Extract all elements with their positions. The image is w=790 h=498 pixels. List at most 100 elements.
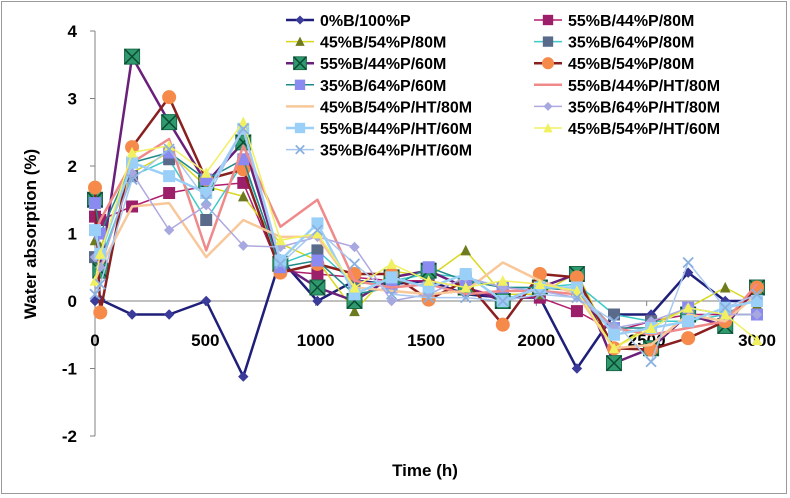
data-point [385,288,398,300]
data-point [645,322,657,333]
data-point [681,331,696,346]
data-point [311,224,324,236]
legend-marker [295,144,305,155]
legend-marker [295,15,305,25]
series-layer [86,48,766,382]
x-tick-label: 0 [90,331,99,350]
y-tick-label: 1 [68,225,77,244]
y-tick-label: -2 [62,427,77,446]
data-point [571,363,583,374]
data-point [460,281,472,293]
data-point [645,356,657,368]
data-point [237,123,249,135]
series-line [94,128,758,363]
legend-label: 55%B/44%P/60M [320,56,446,73]
series-line [94,121,758,350]
axes: -2-101234050010001500200025003000 [62,22,776,446]
y-tick-label: -1 [62,360,77,379]
data-point [423,291,435,304]
data-point [200,214,213,226]
legend-marker [542,14,554,26]
data-point [682,315,695,328]
data-point [608,328,621,341]
legend-label: 35%B/64%P/60M [320,78,446,95]
marker-cross [124,48,141,65]
data-point [497,295,509,307]
legend-item: 55%B/44%P/80M [534,13,694,30]
data-point [237,116,249,128]
series-line [93,127,758,337]
data-point [751,334,763,346]
data-point [719,302,731,314]
data-point [682,302,694,313]
data-point [460,291,472,304]
data-point [386,295,397,307]
data-point [571,291,583,304]
y-axis-label: Water absorption (%) [21,149,40,319]
x-axis-label: Time (h) [392,461,458,480]
y-tick-label: 2 [68,157,77,176]
data-point [163,143,175,155]
y-tick-label: 4 [68,22,78,41]
legend-label: 0%B/100%P [320,13,411,30]
data-point [349,281,360,293]
x-tick-label: 500 [191,331,219,350]
data-point [608,342,620,354]
line-chart: -2-101234050010001500200025003000 0%B/10… [21,13,776,480]
data-point [94,248,106,259]
legend-marker [295,36,305,46]
data-point [571,285,583,296]
data-point [719,308,731,320]
legend-item: 55%B/44%P/HT/80M [534,78,720,95]
data-point [88,180,102,195]
data-point [126,146,138,158]
data-point [605,355,623,372]
data-point [497,275,509,286]
data-point [386,258,397,269]
data-point [162,90,177,105]
data-point [93,305,108,320]
legend-item: 0%B/100%P [286,13,411,30]
legend-label: 55%B/44%P/80M [568,13,694,30]
data-point [422,261,435,274]
data-point [124,48,141,65]
data-point [309,279,326,296]
legend-label: 45%B/54%P/HT/60M [568,121,720,138]
data-point [237,190,249,202]
data-point [200,194,212,206]
legend-marker [543,123,553,133]
legend-marker [541,57,555,70]
series-9 [93,201,758,350]
data-point [751,309,763,320]
data-point [201,295,212,307]
data-point [495,317,510,332]
marker-cross [293,56,307,71]
data-point [126,309,138,320]
data-point [274,254,287,267]
data-point [349,241,360,253]
marker-cross [161,114,178,131]
legend: 0%B/100%P 55%B/44%P/80M 45%B/54%P/80M 35%B/… [286,13,720,160]
legend-label: 35%B/64%P/HT/60M [320,143,472,160]
data-point [89,224,101,237]
data-point [423,275,434,286]
legend-item: 55%B/44%P/60M [286,56,446,73]
data-point [275,234,286,246]
data-point [94,278,106,290]
series-line [93,201,758,350]
data-point [238,240,249,251]
data-point [459,268,472,280]
data-point [311,254,324,267]
data-point [311,244,324,257]
legend-item: 35%B/64%P/HT/80M [534,99,720,116]
data-point [534,278,546,290]
legend-item: 35%B/64%P/60M [286,78,446,95]
data-point [200,167,212,178]
data-point [163,309,175,320]
x-tick-label: 1500 [407,331,445,350]
legend-item: 35%B/64%P/HT/60M [286,143,472,160]
data-point [89,197,101,210]
data-point [570,305,583,318]
data-point [534,288,546,300]
